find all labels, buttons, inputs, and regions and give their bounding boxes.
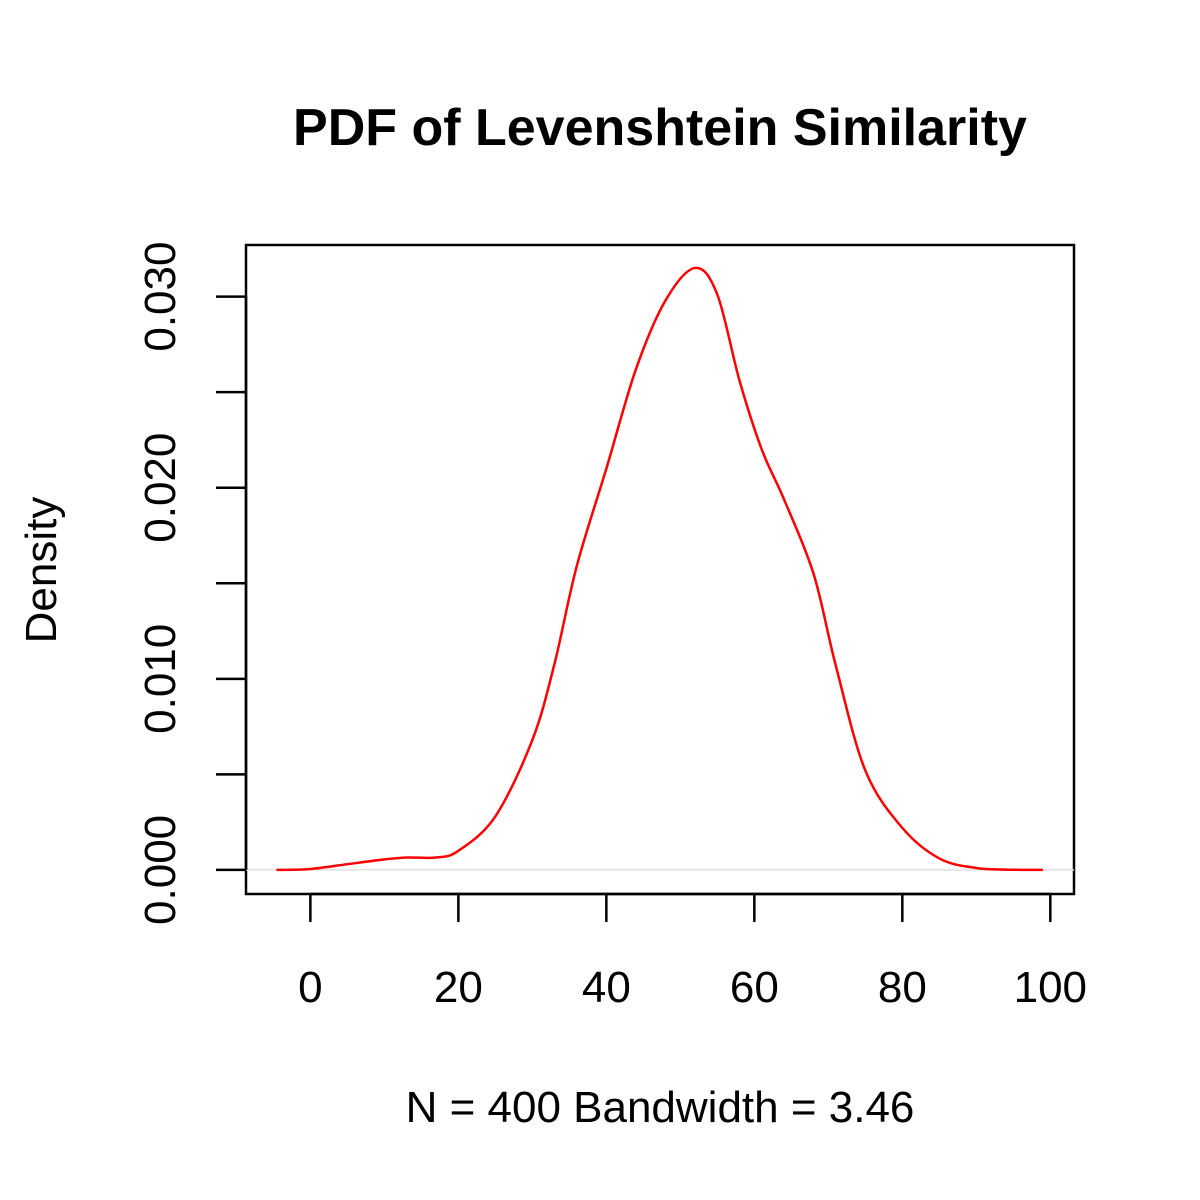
y-axis: 0.000 0.010 0.020 0.030	[136, 242, 248, 925]
plot-frame	[244, 243, 1076, 896]
x-axis: 0 20 40 60 80 100	[298, 892, 1087, 1012]
density-curve	[276, 266, 1043, 872]
series-layer	[276, 266, 1043, 872]
y-axis-label: Density	[17, 497, 66, 644]
chart-title: PDF of Levenshtein Similarity	[293, 99, 1027, 157]
y-tick-label: 0.010	[136, 624, 185, 734]
x-tick-label: 80	[878, 963, 927, 1012]
y-tick-label: 0.000	[136, 815, 185, 925]
y-tick-label: 0.030	[136, 242, 185, 352]
x-tick-label: 60	[730, 963, 779, 1012]
x-tick-label: 40	[582, 963, 631, 1012]
y-tick-label: 0.020	[136, 433, 185, 543]
x-axis-label: N = 400 Bandwidth = 3.46	[406, 1083, 915, 1132]
x-tick-label: 20	[434, 963, 483, 1012]
x-tick-label: 0	[298, 963, 322, 1012]
x-tick-label: 100	[1014, 963, 1087, 1012]
